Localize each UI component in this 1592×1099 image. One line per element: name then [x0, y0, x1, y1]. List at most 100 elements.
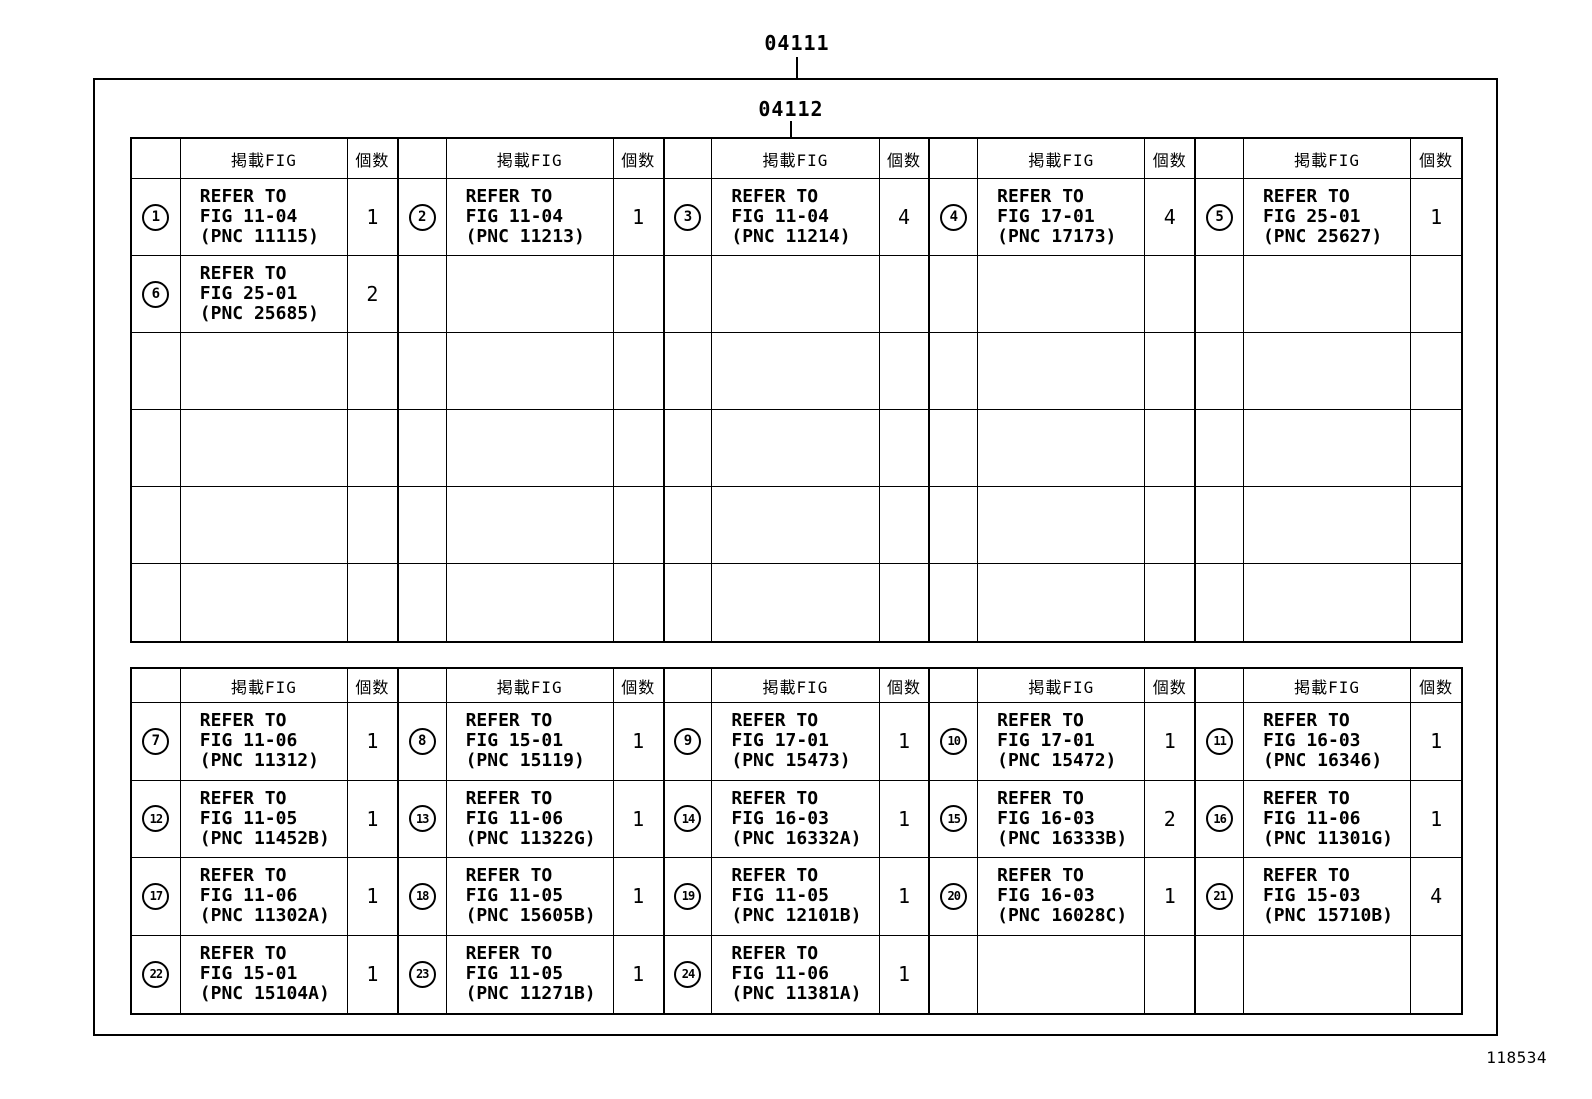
- qty-header-cell: 個数: [879, 669, 930, 703]
- fig-ref-cell: [712, 487, 880, 564]
- fig-ref-text: REFER TO FIG 11-05 (PNC 11452B): [199, 787, 330, 849]
- qty-value-cell: 1: [1411, 703, 1461, 781]
- entry-number-cell: [663, 256, 713, 333]
- fig-ref-cell: [180, 487, 349, 564]
- corner-header-cell: [397, 669, 447, 703]
- entry-number-cell: 9: [663, 703, 713, 781]
- entry-number-cell: 17: [132, 858, 181, 936]
- fig-ref-cell: [978, 410, 1146, 487]
- fig-ref-cell: REFER TO FIG 25-01 (PNC 25685): [180, 256, 349, 333]
- qty-value-cell: [879, 410, 930, 487]
- fig-ref-cell: REFER TO FIG 11-04 (PNC 11115): [180, 179, 349, 256]
- entry-number-cell: [132, 333, 181, 410]
- corner-header-cell: [929, 139, 979, 179]
- circled-number: 15: [940, 805, 968, 833]
- entry-number-cell: [397, 487, 447, 564]
- entry-number-cell: 13: [397, 780, 447, 858]
- qty-value-cell: 1: [879, 703, 930, 781]
- qty-header-cell: 個数: [348, 139, 398, 179]
- entry-number-cell: 4: [929, 179, 979, 256]
- fig-ref-cell: [180, 410, 349, 487]
- qty-value-cell: [1145, 256, 1196, 333]
- qty-value-cell: [1411, 564, 1461, 641]
- fig-ref-cell: REFER TO FIG 16-03 (PNC 16346): [1243, 703, 1412, 781]
- reference-table-upper: 掲載FIG 個数 掲載FIG 個数 掲載FIG 個数 掲載FIG 個数 掲載FIG 個数 1 REFE…: [130, 137, 1463, 643]
- fig-ref-text: REFER TO FIG 11-06 (PNC 11301G): [1262, 787, 1394, 849]
- circled-number: 10: [940, 727, 968, 755]
- qty-header-cell: 個数: [1145, 139, 1196, 179]
- entry-number-cell: 8: [397, 703, 447, 781]
- qty-value-cell: [348, 410, 398, 487]
- fig-ref-text: REFER TO FIG 17-01 (PNC 15472): [997, 710, 1117, 772]
- fig-ref-cell: [1244, 564, 1412, 641]
- entry-number-cell: 19: [663, 858, 713, 936]
- qty-value-cell: [1145, 935, 1196, 1013]
- entry-number-cell: [1195, 333, 1244, 410]
- qty-value-cell: 4: [1411, 858, 1461, 936]
- qty-header-cell: 個数: [1145, 669, 1196, 703]
- qty-value-cell: 1: [880, 935, 930, 1013]
- fig-ref-text: REFER TO FIG 15-01 (PNC 15119): [465, 710, 585, 772]
- fig-ref-text: REFER TO FIG 15-03 (PNC 15710B): [1262, 865, 1394, 927]
- entry-number-cell: [663, 410, 713, 487]
- entry-number-cell: [132, 564, 181, 641]
- qty-value-cell: [613, 487, 664, 564]
- qty-value-cell: 1: [613, 780, 664, 858]
- corner-header-cell: [1195, 139, 1244, 179]
- fig-header-cell: 掲載FIG: [978, 139, 1146, 179]
- circled-number: 9: [674, 727, 702, 755]
- fig-ref-cell: [1244, 935, 1412, 1013]
- fig-ref-cell: [1243, 410, 1412, 487]
- entry-number-cell: [663, 333, 713, 410]
- fig-header-cell: 掲載FIG: [978, 669, 1146, 703]
- circled-number: 14: [674, 805, 702, 833]
- fig-ref-cell: REFER TO FIG 11-06 (PNC 11302A): [180, 858, 349, 936]
- fig-ref-cell: REFER TO FIG 11-06 (PNC 11312): [180, 703, 349, 781]
- fig-ref-text: REFER TO FIG 16-03 (PNC 16028C): [997, 865, 1128, 927]
- circled-number: 7: [142, 727, 170, 755]
- qty-value-cell: [1411, 333, 1461, 410]
- fig-ref-cell: [1243, 333, 1412, 410]
- fig-ref-cell: [978, 256, 1146, 333]
- qty-header-cell: 個数: [1411, 139, 1461, 179]
- connector-line-04111: [796, 57, 798, 78]
- fig-ref-text: REFER TO FIG 11-05 (PNC 11271B): [465, 943, 596, 1005]
- entry-number-cell: 22: [132, 935, 181, 1013]
- entry-number-cell: 24: [663, 935, 713, 1013]
- qty-value-cell: 1: [1145, 858, 1196, 936]
- fig-ref-cell: REFER TO FIG 16-03 (PNC 16333B): [978, 780, 1146, 858]
- qty-value-cell: 1: [1411, 179, 1461, 256]
- qty-value-cell: [613, 256, 664, 333]
- fig-ref-cell: REFER TO FIG 11-06 (PNC 11322G): [446, 780, 614, 858]
- fig-header-cell: 掲載FIG: [712, 139, 880, 179]
- circled-number: 18: [408, 882, 436, 910]
- qty-header-cell: 個数: [1411, 669, 1461, 703]
- fig-ref-cell: [180, 333, 349, 410]
- qty-value-cell: [348, 564, 398, 641]
- entry-number-cell: [1195, 410, 1244, 487]
- fig-ref-cell: [1243, 487, 1412, 564]
- qty-value-cell: [614, 564, 664, 641]
- fig-ref-cell: REFER TO FIG 16-03 (PNC 16028C): [978, 858, 1146, 936]
- qty-value-cell: 1: [348, 179, 398, 256]
- qty-value-cell: 1: [348, 780, 398, 858]
- qty-value-cell: [879, 487, 930, 564]
- entry-number-cell: 7: [132, 703, 181, 781]
- circled-number: 17: [142, 882, 170, 910]
- fig-ref-text: REFER TO FIG 25-01 (PNC 25627): [1262, 186, 1383, 247]
- qty-value-cell: [348, 487, 398, 564]
- fig-ref-cell: REFER TO FIG 11-05 (PNC 15605B): [446, 858, 614, 936]
- fig-ref-cell: [712, 410, 880, 487]
- entry-number-cell: [1195, 256, 1244, 333]
- fig-ref-cell: REFER TO FIG 17-01 (PNC 17173): [978, 179, 1146, 256]
- qty-value-cell: [1145, 333, 1196, 410]
- fig-ref-text: REFER TO FIG 17-01 (PNC 15473): [731, 710, 851, 772]
- fig-ref-text: REFER TO FIG 11-05 (PNC 15605B): [465, 865, 596, 927]
- fig-ref-text: REFER TO FIG 15-01 (PNC 15104A): [199, 943, 330, 1005]
- fig-ref-text: REFER TO FIG 11-06 (PNC 11302A): [199, 865, 330, 927]
- entry-number-cell: [929, 935, 979, 1013]
- fig-ref-cell: REFER TO FIG 17-01 (PNC 15473): [712, 703, 880, 781]
- doc-number: 118534: [1486, 1048, 1547, 1067]
- fig-ref-cell: REFER TO FIG 15-01 (PNC 15104A): [181, 935, 349, 1013]
